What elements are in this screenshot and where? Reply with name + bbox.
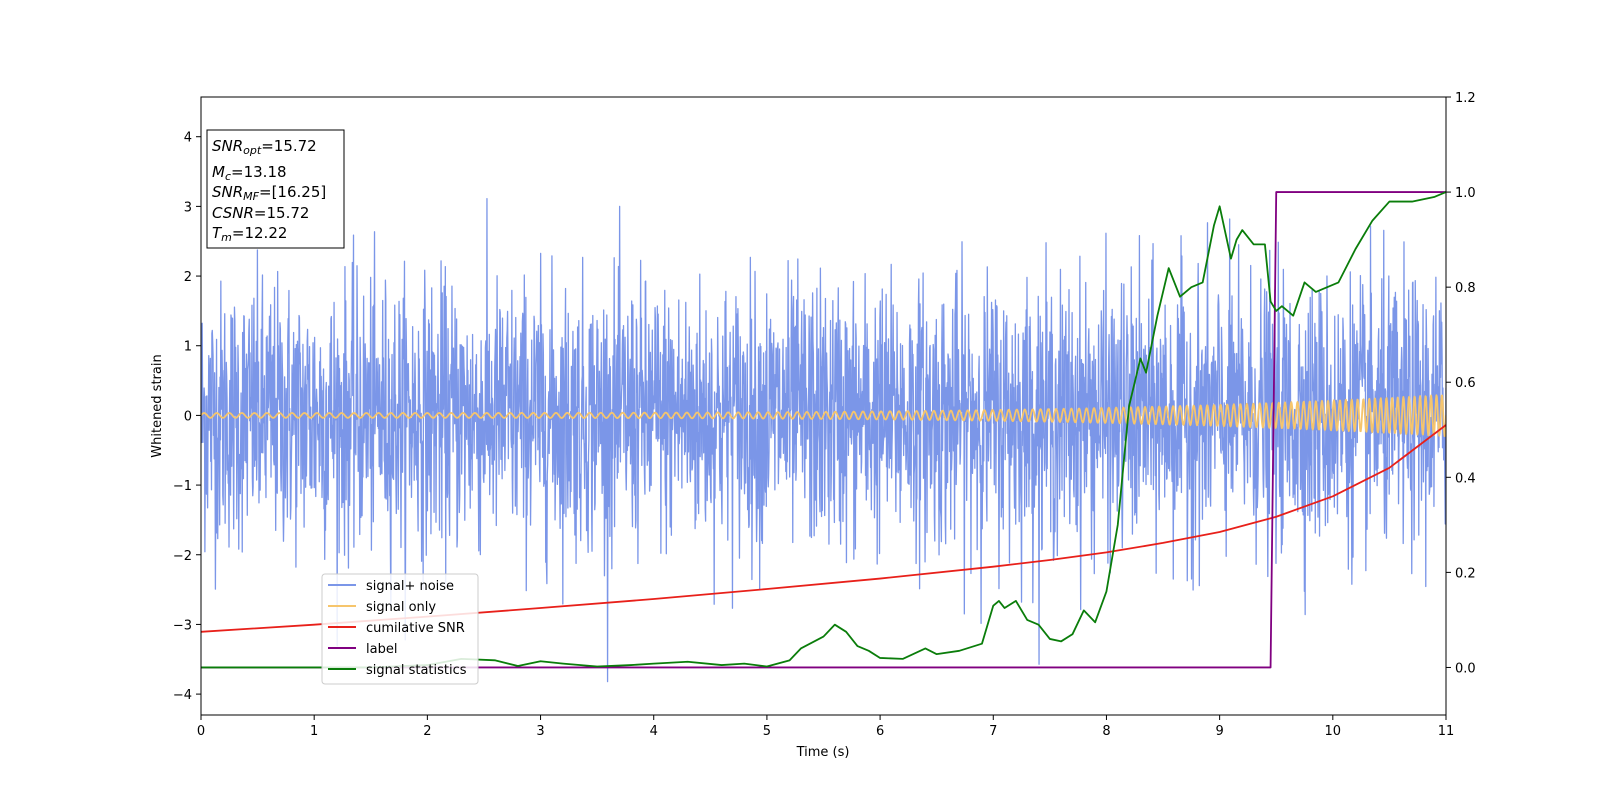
y-tick-label: −1 [173,479,192,494]
axes-frame [200,96,1447,716]
x-tick-label: 3 [536,724,544,739]
y2-tick-label: 1.2 [1455,91,1476,106]
series-signal-statistics [201,191,1446,669]
legend-label: signal only [366,600,436,615]
legend: signal+ noise signal only cumilative SNR la… [321,573,479,685]
annotation-line: SNRopt=15.72 [212,137,317,157]
y-tick-label: −4 [173,688,192,703]
x-tick-label: 8 [1102,724,1110,739]
x-tick-label: 9 [1215,724,1223,739]
x-axis-label: Time (s) [796,745,850,760]
annotation-line: CSNR=15.72 [212,204,309,222]
x-tick-label: 7 [989,724,997,739]
y2-tick-label: 0.4 [1455,471,1476,486]
series-cumilative-snr [201,424,1446,633]
x-tick-label: 5 [763,724,771,739]
y-tick-label: 4 [184,131,192,146]
y-tick-label: −2 [173,549,192,564]
x-tick-label: 2 [423,724,431,739]
legend-label: cumilative SNR [366,621,465,636]
y2-tick-label: 1.0 [1455,186,1476,201]
annotation-line: Tm=12.22 [212,224,287,244]
x-tick-label: 6 [876,724,884,739]
series-signal-noise [201,197,1446,683]
x-tick-label: 10 [1325,724,1342,739]
y-tick-label: 2 [184,270,192,285]
stats-annotation-box: SNRopt=15.72 Mc=13.18SNRMF=[16.25]CSNR=15… [206,129,345,249]
annotation-frame [206,129,345,249]
series-label [201,191,1446,669]
x-tick-label: 11 [1438,724,1455,739]
y2-tick-label: 0.0 [1455,661,1476,676]
x-tick-label: 1 [310,724,318,739]
y-tick-label: 3 [184,200,192,215]
legend-label: label [366,642,397,657]
y-tick-label: 0 [184,409,192,424]
x-tick-label: 4 [650,724,658,739]
series-signal-only [201,394,1446,438]
x-tick-label: 0 [197,724,205,739]
annotation-line: Mc=13.18 [212,163,287,183]
y-axis-left: −4 −3 −2 −1 0 1 2 3 4 [173,131,201,703]
y2-tick-label: 0.2 [1455,566,1476,581]
x-axis: 0 1 2 3 4 5 6 7 8 9 10 11 [197,715,1454,739]
legend-label: signal+ noise [366,579,454,594]
y-tick-label: −3 [173,618,192,633]
legend-label: signal statistics [366,663,467,678]
series-layer [201,191,1446,683]
y-tick-label: 1 [184,340,192,355]
y2-tick-label: 0.8 [1455,281,1476,296]
annotation-line: SNRMF=[16.25] [212,183,326,203]
y-axis-label: Whitened strain [150,354,165,457]
y-axis-right: 0.0 0.2 0.4 0.6 0.8 1.0 1.2 [1446,91,1476,676]
y2-tick-label: 0.6 [1455,376,1476,391]
legend-frame [321,573,479,685]
